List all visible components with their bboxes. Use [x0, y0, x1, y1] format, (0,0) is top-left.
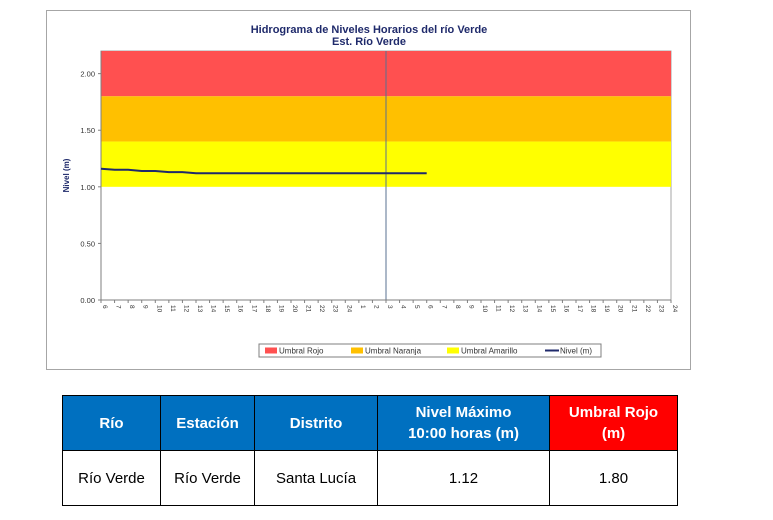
x-tick-label: 7	[115, 305, 122, 309]
hydrograph-chart: Hidrograma de Niveles Horarios del río V…	[46, 10, 691, 370]
x-tick-label: 18	[264, 305, 271, 313]
x-tick-label: 13	[522, 305, 529, 313]
x-tick-label: 7	[440, 305, 447, 309]
chart-canvas: Hidrograma de Niveles Horarios del río V…	[62, 24, 678, 358]
x-tick-label: 16	[562, 305, 569, 313]
x-tick-label: 19	[277, 305, 284, 313]
header-nivel-maximo: Nivel Máximo 10:00 horas (m)	[377, 395, 550, 451]
x-tick-label: 5	[413, 305, 420, 309]
x-tick-label: 18	[590, 305, 597, 313]
y-tick-label: 2.00	[80, 70, 95, 79]
x-tick-label: 9	[467, 305, 474, 309]
y-tick-label: 1.00	[80, 183, 95, 192]
x-tick-label: 21	[305, 305, 312, 313]
y-tick-label: 0.50	[80, 239, 95, 248]
x-tick-label: 22	[644, 305, 651, 313]
cell-estacion: Río Verde	[160, 450, 255, 506]
x-tick-label: 11	[495, 305, 502, 312]
header-estacion: Estación	[160, 395, 255, 451]
y-tick-label: 1.50	[80, 126, 95, 135]
x-tick-label: 14	[535, 305, 542, 313]
x-tick-label: 17	[250, 305, 257, 313]
legend-label: Umbral Naranja	[365, 347, 422, 356]
cell-umbral-rojo: 1.80	[549, 450, 678, 506]
x-tick-label: 3	[386, 305, 393, 309]
x-tick-label: 20	[291, 305, 298, 313]
y-axis-label: Nivel (m)	[62, 158, 71, 192]
legend-swatch	[351, 347, 363, 354]
legend-box	[258, 343, 602, 358]
x-tick-label: 24	[671, 305, 678, 313]
x-tick-label: 10	[481, 305, 488, 313]
x-tick-label: 11	[169, 305, 176, 312]
table-row: Río Verde Río Verde Santa Lucía 1.12 1.8…	[62, 450, 678, 506]
table-header-row: Río Estación Distrito Nivel Máximo 10:00 …	[62, 395, 678, 451]
x-tick-label: 13	[196, 305, 203, 313]
x-tick-label: 21	[630, 305, 637, 313]
legend-label: Nivel (m)	[560, 347, 592, 356]
x-tick-label: 1	[359, 305, 366, 309]
x-tick-label: 8	[128, 305, 135, 309]
cell-nivel-maximo: 1.12	[377, 450, 550, 506]
chart-subtitle: Est. Río Verde	[332, 36, 406, 48]
header-umbral-rojo: Umbral Rojo (m)	[549, 395, 678, 451]
x-tick-label: 23	[657, 305, 664, 313]
x-tick-label: 14	[210, 305, 217, 313]
x-tick-label: 6	[427, 305, 434, 309]
legend-label: Umbral Amarillo	[461, 347, 518, 356]
x-tick-label: 24	[345, 305, 352, 313]
x-tick-label: 12	[182, 305, 189, 313]
summary-table: Río Estación Distrito Nivel Máximo 10:00 …	[62, 395, 678, 506]
y-tick-label: 0.00	[80, 296, 95, 305]
x-tick-label: 17	[576, 305, 583, 313]
x-tick-label: 19	[603, 305, 610, 313]
legend-swatch	[265, 347, 277, 354]
x-tick-label: 6	[101, 305, 108, 309]
x-tick-label: 20	[617, 305, 624, 313]
x-tick-label: 15	[549, 305, 556, 313]
header-distrito: Distrito	[254, 395, 378, 451]
x-tick-label: 15	[223, 305, 230, 313]
legend-label: Umbral Rojo	[279, 347, 324, 356]
x-tick-label: 4	[400, 305, 407, 309]
header-rio: Río	[62, 395, 161, 451]
cell-distrito: Santa Lucía	[254, 450, 378, 506]
series-line-nivel	[100, 167, 427, 175]
chart-title: Hidrograma de Niveles Horarios del río V…	[251, 24, 488, 36]
x-tick-label: 10	[155, 305, 162, 313]
x-tick-label: 23	[332, 305, 339, 313]
x-tick-label: 9	[142, 305, 149, 309]
x-tick-label: 2	[372, 305, 379, 309]
cell-rio: Río Verde	[62, 450, 161, 506]
x-tick-label: 8	[454, 305, 461, 309]
x-tick-label: 16	[237, 305, 244, 313]
legend-swatch	[447, 347, 459, 354]
x-tick-label: 12	[508, 305, 515, 313]
x-tick-label: 22	[318, 305, 325, 313]
